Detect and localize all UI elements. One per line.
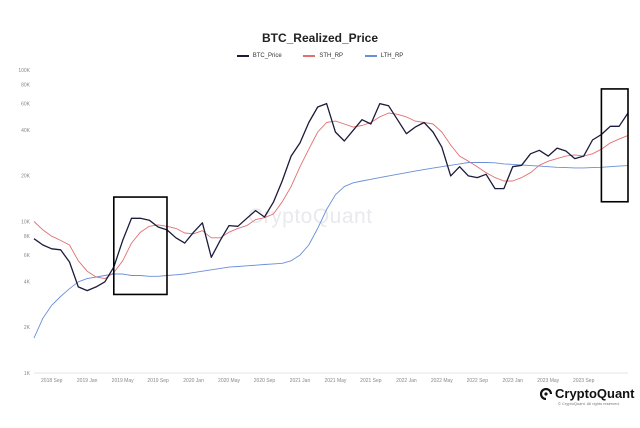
x-tick-label: 2018 Sep (41, 378, 63, 384)
y-tick-label: 20K (21, 174, 31, 180)
series-line-lth-rp (33, 162, 629, 339)
legend-swatch-lth-rp (364, 55, 377, 57)
y-tick-label: 8K (24, 234, 31, 240)
brand-logo: CryptoQuant (540, 386, 634, 401)
legend-item-lth-rp[interactable]: LTH_RP (364, 53, 404, 59)
x-tick-label: 2021 May (324, 378, 346, 384)
chart-title: BTC_Realized_Price (261, 31, 379, 45)
y-tick-label: 1K (24, 371, 31, 377)
x-tick-label: 2021 Sep (360, 378, 382, 384)
x-tick-label: 2019 May (112, 378, 134, 384)
highlight-box (600, 88, 629, 203)
legend-swatch-sth-rp (303, 55, 316, 57)
x-tick-label: 2020 Sep (254, 378, 276, 384)
x-tick-label: 2019 Jan (77, 378, 98, 384)
x-tick-label: 2020 Jan (183, 378, 204, 384)
x-tick-label: 2022 Jan (396, 378, 417, 384)
x-tick-label: 2022 Sep (467, 378, 489, 384)
legend-item-sth-rp[interactable]: STH_RP (303, 53, 343, 59)
x-tick-label: 2023 May (537, 378, 559, 384)
series-line-btc-price (33, 102, 629, 292)
highlight-box (112, 196, 168, 296)
legend-label-btc-price: BTC_Price (252, 53, 282, 59)
y-tick-label: 10K (21, 219, 31, 225)
legend-label-lth-rp: LTH_RP (380, 53, 404, 59)
y-tick-label: 6K (24, 253, 31, 259)
x-tick-label: 2023 Sep (573, 378, 595, 384)
legend-swatch-btc-price (236, 55, 249, 57)
series-lines (33, 102, 629, 339)
y-tick-label: 100K (18, 68, 30, 74)
y-tick-label: 2K (24, 325, 31, 331)
series-line-sth-rp (33, 112, 629, 280)
chart-legend: BTC_Price STH_RP LTH_RP (0, 53, 640, 59)
watermark: CryptoQuant (248, 205, 373, 228)
x-tick-label: 2020 May (218, 378, 240, 384)
x-tick-label: 2023 Jan (502, 378, 523, 384)
y-tick-label: 60K (21, 101, 31, 107)
y-tick-label: 80K (21, 82, 31, 88)
x-axis: 2018 Sep 2019 Jan 2019 May 2019 Sep 2020 Jan… (34, 372, 628, 384)
y-tick-label: 4K (24, 280, 31, 286)
x-tick-label: 2021 Jan (290, 378, 311, 384)
highlight-boxes (112, 88, 629, 296)
cryptoquant-logo-icon (540, 387, 552, 400)
brand-name: CryptoQuant (555, 386, 635, 401)
copyright-text: © CryptoQuant. All rights reserved. (558, 401, 620, 406)
y-tick-label: 40K (21, 128, 31, 134)
x-tick-label: 2022 May (431, 378, 453, 384)
legend-label-sth-rp: STH_RP (319, 53, 344, 59)
legend-item-btc-price[interactable]: BTC_Price (236, 53, 282, 59)
x-tick-label: 2019 Sep (147, 378, 169, 384)
y-axis: 1K 2K 4K 6K 8K 10K 20K 40K 60K 80K 100K (18, 68, 30, 377)
